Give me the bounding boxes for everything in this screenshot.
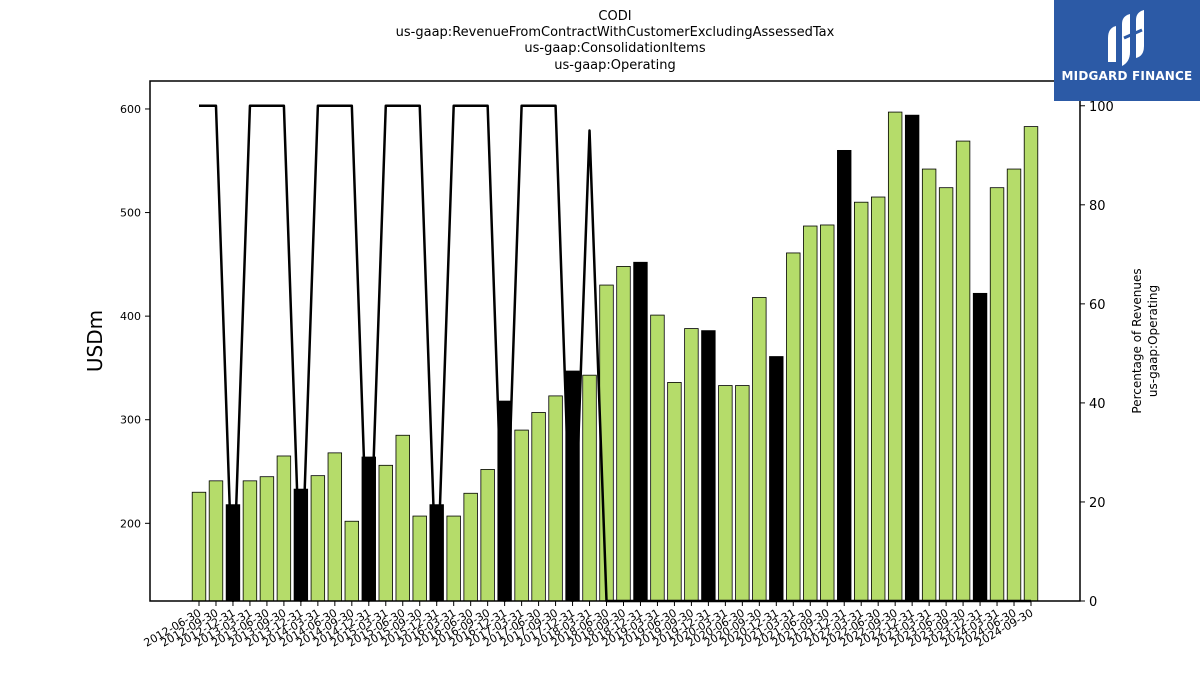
bar-series xyxy=(191,111,1039,602)
chart-title-line-4: us-gaap:Operating xyxy=(554,58,676,73)
y2-tick-label: 100 xyxy=(1089,100,1114,115)
bar-2019-09-30 xyxy=(684,328,699,602)
bar-2015-09-30 xyxy=(412,515,427,602)
y2-tick-label: 80 xyxy=(1089,199,1106,214)
y-tick-label: 500 xyxy=(120,207,141,220)
y2-axis-label: Percentage of Revenues us-gaap:Operating xyxy=(1130,268,1160,413)
bar-2012-06-30 xyxy=(191,491,207,602)
bar-2024-03-31 xyxy=(989,187,1005,602)
bar-2019-03-31 xyxy=(650,314,665,602)
bar-2013-03-31 xyxy=(242,480,258,602)
bar-2016-09-30 xyxy=(480,469,495,602)
bar-2017-06-30 xyxy=(531,412,546,602)
bar-2023-12-31 xyxy=(972,292,988,602)
y-axis-label: USDm xyxy=(83,310,107,372)
left-y-axis: 200 300 400 500 600 xyxy=(120,103,150,530)
bar-2016-03-31 xyxy=(446,515,461,602)
chart-title-line-3: us-gaap:ConsolidationItems xyxy=(524,41,705,56)
bar-2016-06-30 xyxy=(463,492,478,602)
bar-2023-03-31 xyxy=(921,168,937,602)
y-tick-label: 600 xyxy=(120,103,141,116)
y-tick-label: 400 xyxy=(120,310,141,323)
bar-2014-03-31 xyxy=(310,475,326,602)
y-tick-label: 200 xyxy=(120,517,141,530)
bar-2021-03-31 xyxy=(786,252,801,602)
bar-2019-12-31 xyxy=(701,330,716,602)
bar-2013-09-30 xyxy=(276,455,292,602)
bar-2022-12-31 xyxy=(904,114,920,602)
bar-2021-09-30 xyxy=(820,224,835,602)
chart-title-line-2: us-gaap:RevenueFromContractWithCustomerE… xyxy=(396,25,835,40)
x-axis: 2012-06-302012-09-302012-12-312013-03-31… xyxy=(142,601,1036,650)
bar-2023-06-30 xyxy=(938,187,954,602)
y2-tick-label: 0 xyxy=(1089,595,1097,610)
bar-2021-12-31 xyxy=(837,149,852,602)
midgard-logo-icon xyxy=(1108,10,1144,66)
bar-2021-06-30 xyxy=(803,225,818,602)
bar-2015-06-30 xyxy=(395,434,410,602)
bar-2014-09-30 xyxy=(344,520,359,602)
bar-2022-03-31 xyxy=(854,201,869,602)
y2-tick-label: 40 xyxy=(1089,397,1106,412)
bar-2013-06-30 xyxy=(259,476,275,602)
bar-2014-06-30 xyxy=(327,452,343,602)
y2-tick-label: 60 xyxy=(1089,298,1106,313)
bar-2017-03-31 xyxy=(514,429,529,602)
y2-axis-label-line-2: us-gaap:Operating xyxy=(1146,285,1160,397)
bar-2020-09-30 xyxy=(752,297,767,602)
bar-2012-09-30 xyxy=(208,480,224,602)
bar-2022-09-30 xyxy=(887,111,903,602)
logo-text: MIDGARD FINANCE xyxy=(1061,69,1193,83)
bar-2020-12-31 xyxy=(769,356,784,602)
bar-2017-09-30 xyxy=(548,395,563,602)
bar-2020-03-31 xyxy=(718,385,733,602)
right-y-axis: 0 20 40 60 80 100 xyxy=(1080,100,1114,610)
bar-2020-06-30 xyxy=(735,385,750,602)
chart-title-line-1: CODI xyxy=(598,9,631,24)
bar-2024-06-30 xyxy=(1006,168,1022,602)
bar-2023-09-30 xyxy=(955,140,971,602)
y2-axis-label-line-1: Percentage of Revenues xyxy=(1130,268,1144,413)
bar-2018-09-30 xyxy=(616,266,631,602)
y2-tick-label: 20 xyxy=(1089,496,1106,511)
bar-2015-03-31 xyxy=(378,464,393,602)
chart-title: CODI us-gaap:RevenueFromContractWithCust… xyxy=(396,9,835,73)
bar-2019-06-30 xyxy=(667,382,682,602)
bar-2018-03-31 xyxy=(582,374,597,602)
bar-2024-09-30 xyxy=(1023,126,1039,602)
plot-frame xyxy=(149,80,1081,602)
bar-2022-06-30 xyxy=(870,196,886,602)
bar-2018-12-31 xyxy=(633,261,648,602)
y-tick-label: 300 xyxy=(120,414,141,427)
